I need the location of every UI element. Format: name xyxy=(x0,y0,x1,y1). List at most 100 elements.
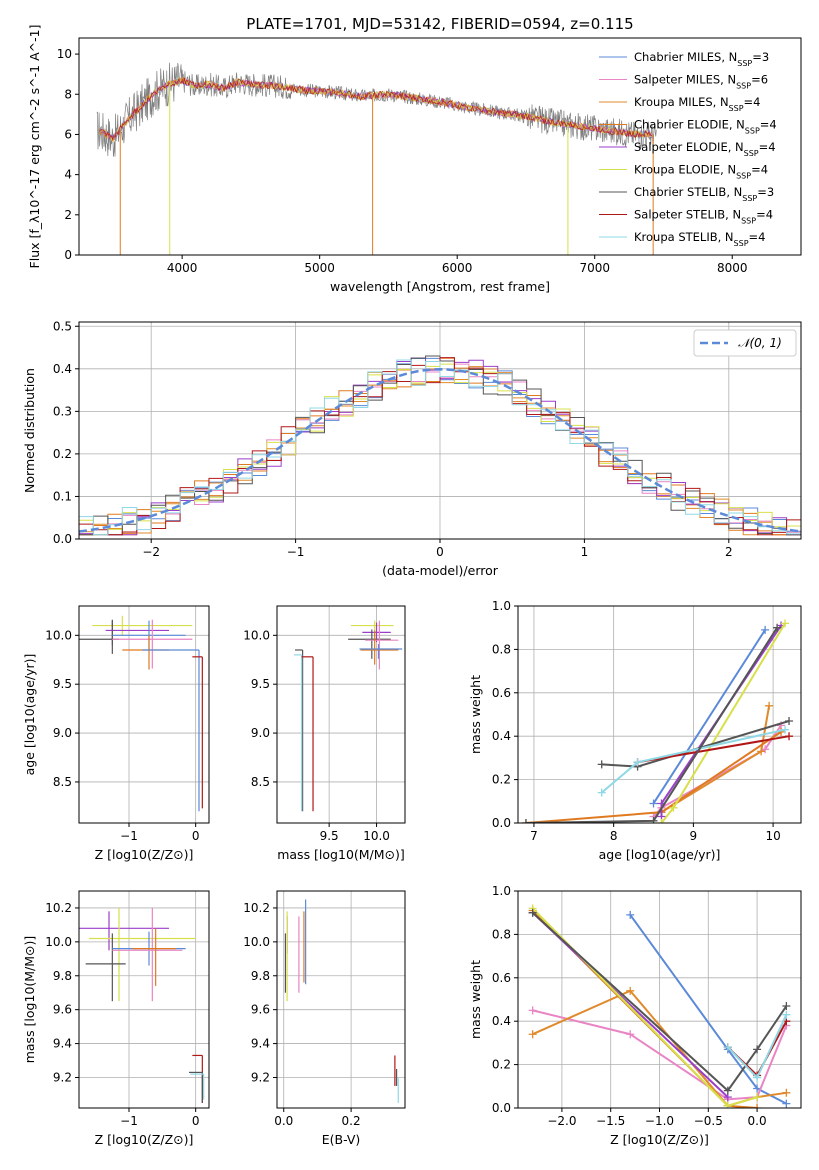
y-tick-label: 6 xyxy=(64,127,72,141)
spectrum-model-line xyxy=(99,77,653,140)
spectrum-model-line xyxy=(99,77,653,142)
axes-frame xyxy=(78,605,210,824)
x-tick-label: 6000 xyxy=(442,261,473,275)
y-tick-label: 0 xyxy=(64,248,72,262)
y-tick-label: 0.8 xyxy=(492,642,511,656)
x-tick-label: 0 xyxy=(436,545,444,559)
series-marker xyxy=(528,1030,537,1039)
spectrum-model-line xyxy=(99,77,653,141)
x-tick-label: 9 xyxy=(690,829,698,843)
y-axis-label: Flux [f_λ10^-17 erg cm^-2 s^-1 A^-1] xyxy=(27,25,42,269)
y-tick-label: 10.0 xyxy=(45,935,72,949)
series-line xyxy=(601,720,790,768)
series-marker xyxy=(782,1010,791,1019)
series-marker xyxy=(765,701,774,710)
x-axis-label: Z [log10(Z/Z⊙)] xyxy=(95,1132,194,1147)
series-marker xyxy=(626,910,635,919)
axes-frame xyxy=(517,605,802,824)
legend-subscript: SSP xyxy=(734,239,749,248)
x-tick-label: 9.5 xyxy=(320,829,339,843)
x-tick-label: 0 xyxy=(192,1114,200,1128)
spectrum-model-line xyxy=(99,76,653,141)
legend-count: =4 xyxy=(751,163,768,177)
y-tick-label: 0.1 xyxy=(53,489,72,503)
legend-label: Chabrier ELODIE, NSSP=4 xyxy=(634,118,777,136)
x-tick-label: 0.0 xyxy=(748,1114,767,1128)
legend-label: Kroupa MILES, NSSP=4 xyxy=(634,95,760,113)
y-tick-label: 9.5 xyxy=(53,677,72,691)
spectrum-model-line xyxy=(99,77,653,143)
y-axis-label: Normed distribution xyxy=(22,368,37,493)
series-marker xyxy=(669,803,678,812)
y-tick-label: 9.2 xyxy=(53,1070,72,1084)
y-tick-label: 10.2 xyxy=(45,901,72,915)
x-axis-label: Z [log10(Z/Z⊙)] xyxy=(95,847,194,862)
legend-count: =4 xyxy=(759,140,776,154)
spectrum-panel: 4000 5000 6000 7000 8000 0 2 4 6 8 10 wavelength [A… xyxy=(27,25,802,294)
legend-label: Kroupa ELODIE, NSSP=4 xyxy=(634,163,768,181)
x-tick-label: −0.5 xyxy=(694,1114,723,1128)
x-tick-label: 0.0 xyxy=(274,1114,293,1128)
series-line xyxy=(531,911,788,1093)
y-tick-label: 8 xyxy=(64,87,72,101)
figure-title: PLATE=1701, MJD=53142, FIBERID=0594, z=0… xyxy=(246,15,633,33)
y-tick-label: 10.0 xyxy=(243,935,270,949)
normal-reference-curve xyxy=(79,368,801,533)
y-tick-label: 9.8 xyxy=(53,969,72,983)
x-axis-label: mass [log10(M/M⊙)] xyxy=(277,847,405,862)
series-marker xyxy=(597,788,606,797)
series-marker xyxy=(781,725,790,734)
massweight-vs-Z-data xyxy=(528,904,791,1108)
series-marker xyxy=(753,1104,762,1108)
residuals-data xyxy=(79,355,801,536)
x-tick-label: 7000 xyxy=(579,261,610,275)
legend-label: Salpeter ELODIE, NSSP=4 xyxy=(634,140,776,158)
legend-count: =3 xyxy=(752,50,769,64)
y-tick-label: 10.2 xyxy=(243,901,270,915)
series-marker xyxy=(657,819,666,823)
y-tick-label: 0.2 xyxy=(492,773,511,787)
legend-subscript: SSP xyxy=(744,149,759,158)
spectrum-observed xyxy=(96,62,657,157)
y-tick-label: 1.0 xyxy=(492,599,511,613)
x-tick-label: 1 xyxy=(581,545,589,559)
series-marker xyxy=(649,799,658,808)
y-tick-label: 0.5 xyxy=(53,319,72,333)
legend-label: Salpeter MILES, NSSP=6 xyxy=(634,73,768,91)
series-line xyxy=(525,627,778,823)
massweight-vs-Z-panel: −2.0 −1.5 −1.0 −0.5 0.0 0.0 0.2 0.4 0.6 0.8 1.0 Z [… xyxy=(468,884,802,1147)
x-tick-label: 4000 xyxy=(167,261,198,275)
x-axis-label: Z [log10(Z/Z⊙)] xyxy=(610,1132,709,1147)
legend-count: =6 xyxy=(751,73,768,87)
massweight-vs-age-panel: 7 8 9 10 0.0 0.2 0.4 0.6 0.8 1.0 age [log10(age/yr… xyxy=(468,599,802,862)
y-tick-label: 0.4 xyxy=(53,362,72,376)
axes-frame xyxy=(276,605,406,824)
x-tick-label: 10 xyxy=(765,829,780,843)
y-axis-label: mass weight xyxy=(468,675,483,754)
legend-subscript: SSP xyxy=(745,126,760,135)
y-tick-label: 9.4 xyxy=(251,1037,270,1051)
y-tick-label: 0.2 xyxy=(492,1058,511,1072)
age-vs-Z-data xyxy=(79,615,203,812)
mass-vs-ebv-panel: 0.0 0.2 9.2 9.4 9.6 9.8 10.0 10.2 E(B-V) xyxy=(243,890,406,1147)
age-vs-Z-panel: −1 0 8.5 9.0 9.5 10.0 Z [log10(Z/Z⊙)] age [log1… xyxy=(22,605,210,862)
y-axis-label: mass [log10(M/M⊙)] xyxy=(22,936,37,1064)
series-marker xyxy=(649,816,658,823)
age-vs-mass-panel: 9.5 10.0 8.5 9.0 9.5 10.0 mass [log10(M/M⊙)] xyxy=(243,605,406,862)
y-tick-label: 0.0 xyxy=(53,532,72,546)
y-tick-label: 9.0 xyxy=(251,726,270,740)
y-tick-label: 8.5 xyxy=(251,775,270,789)
y-tick-label: 0.6 xyxy=(492,686,511,700)
series-line xyxy=(660,624,782,817)
legend-subscript: SSP xyxy=(729,104,744,113)
series-marker xyxy=(626,1030,635,1039)
y-axis-label: age [log10(age/yr)] xyxy=(22,654,37,776)
series-marker xyxy=(597,760,606,769)
legend-count: =4 xyxy=(749,230,766,244)
y-tick-label: 0.0 xyxy=(492,816,511,830)
residuals-legend-box xyxy=(693,329,797,357)
axes-frame xyxy=(276,890,406,1109)
x-tick-label: 10.0 xyxy=(363,829,390,843)
x-tick-label: −1 xyxy=(120,829,138,843)
